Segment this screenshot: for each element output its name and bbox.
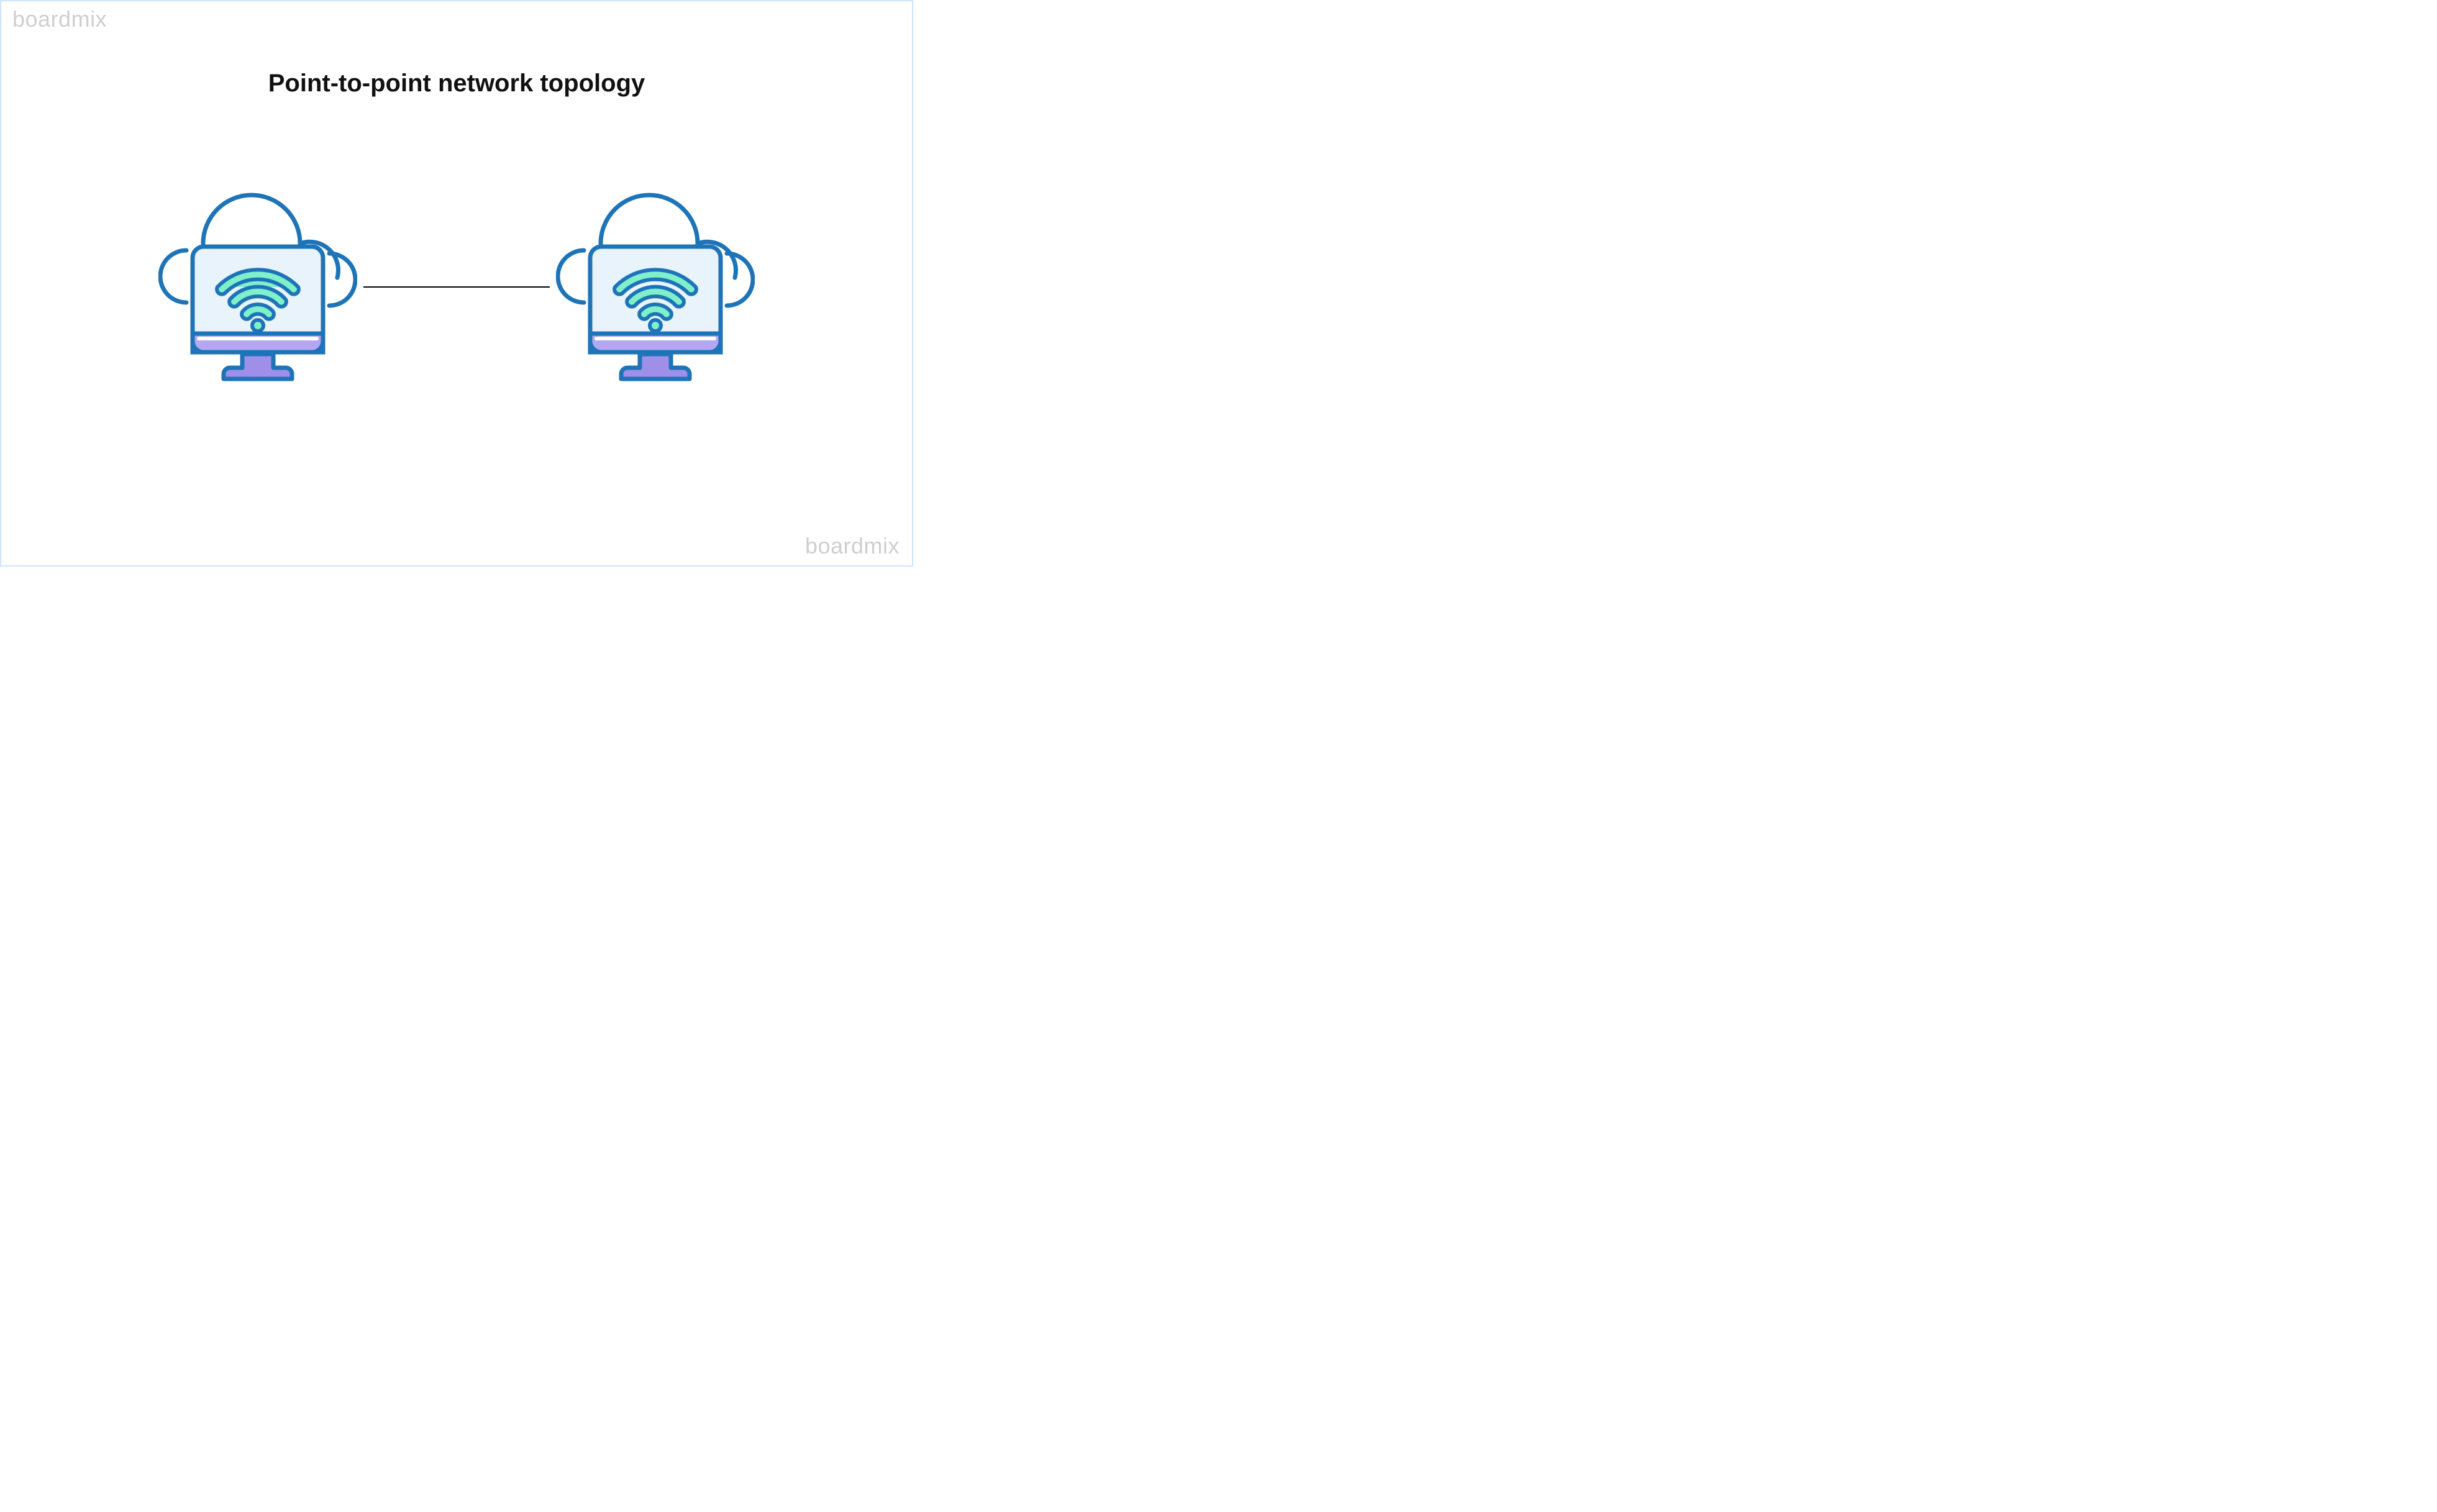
wifi-computer-icon: [556, 188, 755, 411]
watermark-bottom-right: boardmix: [805, 533, 900, 559]
node-b: [556, 188, 755, 411]
node-a: [158, 188, 357, 411]
watermark-top-left: boardmix: [12, 6, 107, 32]
diagram-canvas: boardmix boardmix Point-to-point network…: [0, 0, 913, 567]
diagram-title: Point-to-point network topology: [1, 70, 912, 98]
topology-diagram: [1, 188, 912, 411]
wifi-computer-icon: [158, 188, 357, 411]
connection-line: [363, 286, 550, 288]
